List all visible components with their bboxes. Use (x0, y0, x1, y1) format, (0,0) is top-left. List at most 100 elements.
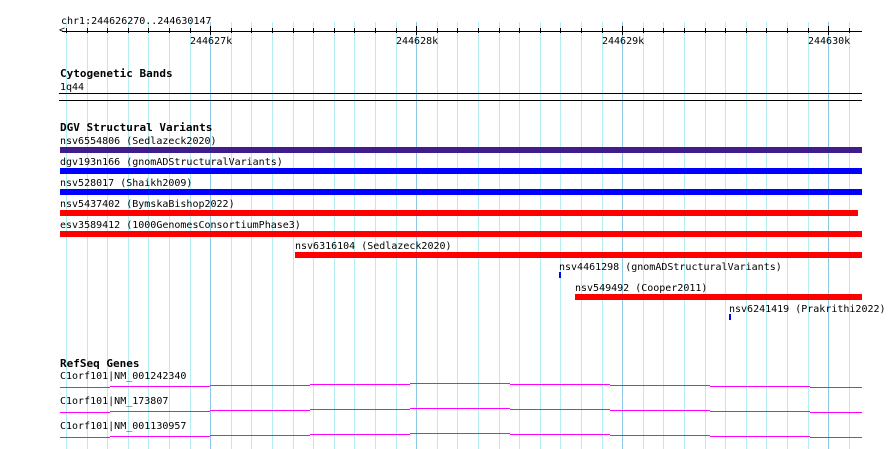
gene-intron-line[interactable] (310, 434, 410, 435)
ruler-tick (560, 28, 561, 33)
variant-label[interactable]: nsv5437402 (BymskaBishop2022) (60, 199, 235, 210)
variant-label[interactable]: esv3589412 (1000GenomesConsortiumPhase3) (60, 220, 301, 231)
gene-intron-line[interactable] (810, 387, 862, 388)
gene-intron-line[interactable] (710, 436, 810, 437)
track-title: Cytogenetic Bands (60, 67, 173, 80)
gene-intron-line[interactable] (210, 410, 310, 411)
ruler-tick (128, 28, 129, 33)
variant-bar[interactable] (60, 147, 862, 153)
ruler-tick (849, 28, 850, 33)
track-title: RefSeq Genes (60, 357, 140, 370)
ruler-tick (293, 28, 294, 33)
variant-label[interactable]: nsv549492 (Cooper2011) (575, 283, 708, 294)
variant-bar[interactable] (60, 189, 862, 195)
location-label: chr1:244626270..244630147 (61, 16, 212, 27)
variant-bar[interactable] (559, 272, 561, 278)
gene-intron-line[interactable] (210, 385, 310, 386)
gene-intron-line[interactable] (510, 434, 610, 435)
ruler-tick (828, 26, 829, 35)
scroll-left-arrow-icon[interactable]: < (59, 25, 66, 36)
variant-bar[interactable] (60, 210, 858, 216)
ruler-tick (457, 28, 458, 33)
ruler-tick (210, 26, 211, 35)
ruler-tick (519, 28, 520, 33)
ruler-tick (478, 28, 479, 33)
gene-intron-line[interactable] (110, 411, 210, 412)
gene-intron-line[interactable] (810, 437, 862, 438)
variant-bar[interactable] (60, 231, 862, 237)
gene-intron-line[interactable] (510, 409, 610, 410)
gene-intron-line[interactable] (60, 412, 110, 413)
ruler-tick (684, 28, 685, 33)
gene-intron-line[interactable] (810, 412, 862, 413)
gene-label[interactable]: C1orf101|NM_173807 (60, 396, 169, 407)
ruler-tick (251, 28, 252, 33)
ruler-tick (808, 28, 809, 33)
gene-intron-line[interactable] (410, 383, 510, 384)
gene-intron-line[interactable] (410, 433, 510, 434)
ruler-tick (540, 28, 541, 33)
ruler-tick (663, 28, 664, 33)
gene-intron-line[interactable] (610, 435, 710, 436)
ruler-tick (396, 28, 397, 33)
gene-intron-line[interactable] (210, 435, 310, 436)
gene-intron-line[interactable] (110, 436, 210, 437)
ruler-tick (190, 28, 191, 33)
variant-bar[interactable] (729, 314, 731, 320)
band-line (59, 100, 862, 101)
gene-intron-line[interactable] (60, 437, 110, 438)
ruler-tick (354, 28, 355, 33)
band-line[interactable] (59, 93, 862, 94)
gene-intron-line[interactable] (610, 385, 710, 386)
gene-label[interactable]: C1orf101|NM_001130957 (60, 421, 187, 432)
ruler-tick (169, 28, 170, 33)
variant-label[interactable]: nsv6241419 (Prakrithi2022) (729, 304, 886, 315)
ruler-tick (437, 28, 438, 33)
ruler-tick (272, 28, 273, 33)
variant-label[interactable]: nsv6554806 (Sedlazeck2020) (60, 136, 217, 147)
ruler-tick (746, 28, 747, 33)
gene-intron-line[interactable] (310, 384, 410, 385)
gene-intron-line[interactable] (710, 386, 810, 387)
ruler-tick (499, 28, 500, 33)
ruler-tick (705, 28, 706, 33)
ruler-label: 244628k (396, 36, 439, 47)
ruler-tick (107, 28, 108, 33)
ruler-tick (416, 26, 417, 35)
ruler-tick (334, 28, 335, 33)
variant-bar[interactable] (295, 252, 862, 258)
ruler-tick (581, 28, 582, 33)
ruler-tick (148, 28, 149, 33)
track-title: DGV Structural Variants (60, 121, 213, 134)
band-label[interactable]: 1q44 (60, 82, 85, 93)
variant-bar[interactable] (575, 294, 862, 300)
gene-intron-line[interactable] (410, 408, 510, 409)
variant-label[interactable]: nsv528017 (Shaikh2009) (60, 178, 193, 189)
ruler-label: 244627k (190, 36, 233, 47)
gene-intron-line[interactable] (610, 410, 710, 411)
gene-intron-line[interactable] (60, 387, 110, 388)
ruler-tick (313, 28, 314, 33)
ruler-tick (622, 26, 623, 35)
ruler-tick (602, 28, 603, 33)
ruler-tick (725, 28, 726, 33)
ruler-tick (231, 28, 232, 33)
ruler-tick (766, 28, 767, 33)
gene-intron-line[interactable] (110, 386, 210, 387)
gene-intron-line[interactable] (510, 384, 610, 385)
variant-label[interactable]: dgv193n166 (gnomADStructuralVariants) (60, 157, 283, 168)
ruler-tick (643, 28, 644, 33)
ruler-tick (87, 28, 88, 33)
ruler-axis (62, 31, 862, 32)
gene-intron-line[interactable] (310, 409, 410, 410)
gene-label[interactable]: C1orf101|NM_001242340 (60, 371, 187, 382)
variant-label[interactable]: nsv4461298 (gnomADStructuralVariants) (559, 262, 782, 273)
ruler-label: 244630k (808, 36, 851, 47)
variant-label[interactable]: nsv6316104 (Sedlazeck2020) (295, 241, 452, 252)
ruler-tick (375, 28, 376, 33)
gene-intron-line[interactable] (710, 411, 810, 412)
ruler-tick (66, 28, 67, 33)
variant-bar[interactable] (60, 168, 862, 174)
ruler-label: 244629k (602, 36, 645, 47)
